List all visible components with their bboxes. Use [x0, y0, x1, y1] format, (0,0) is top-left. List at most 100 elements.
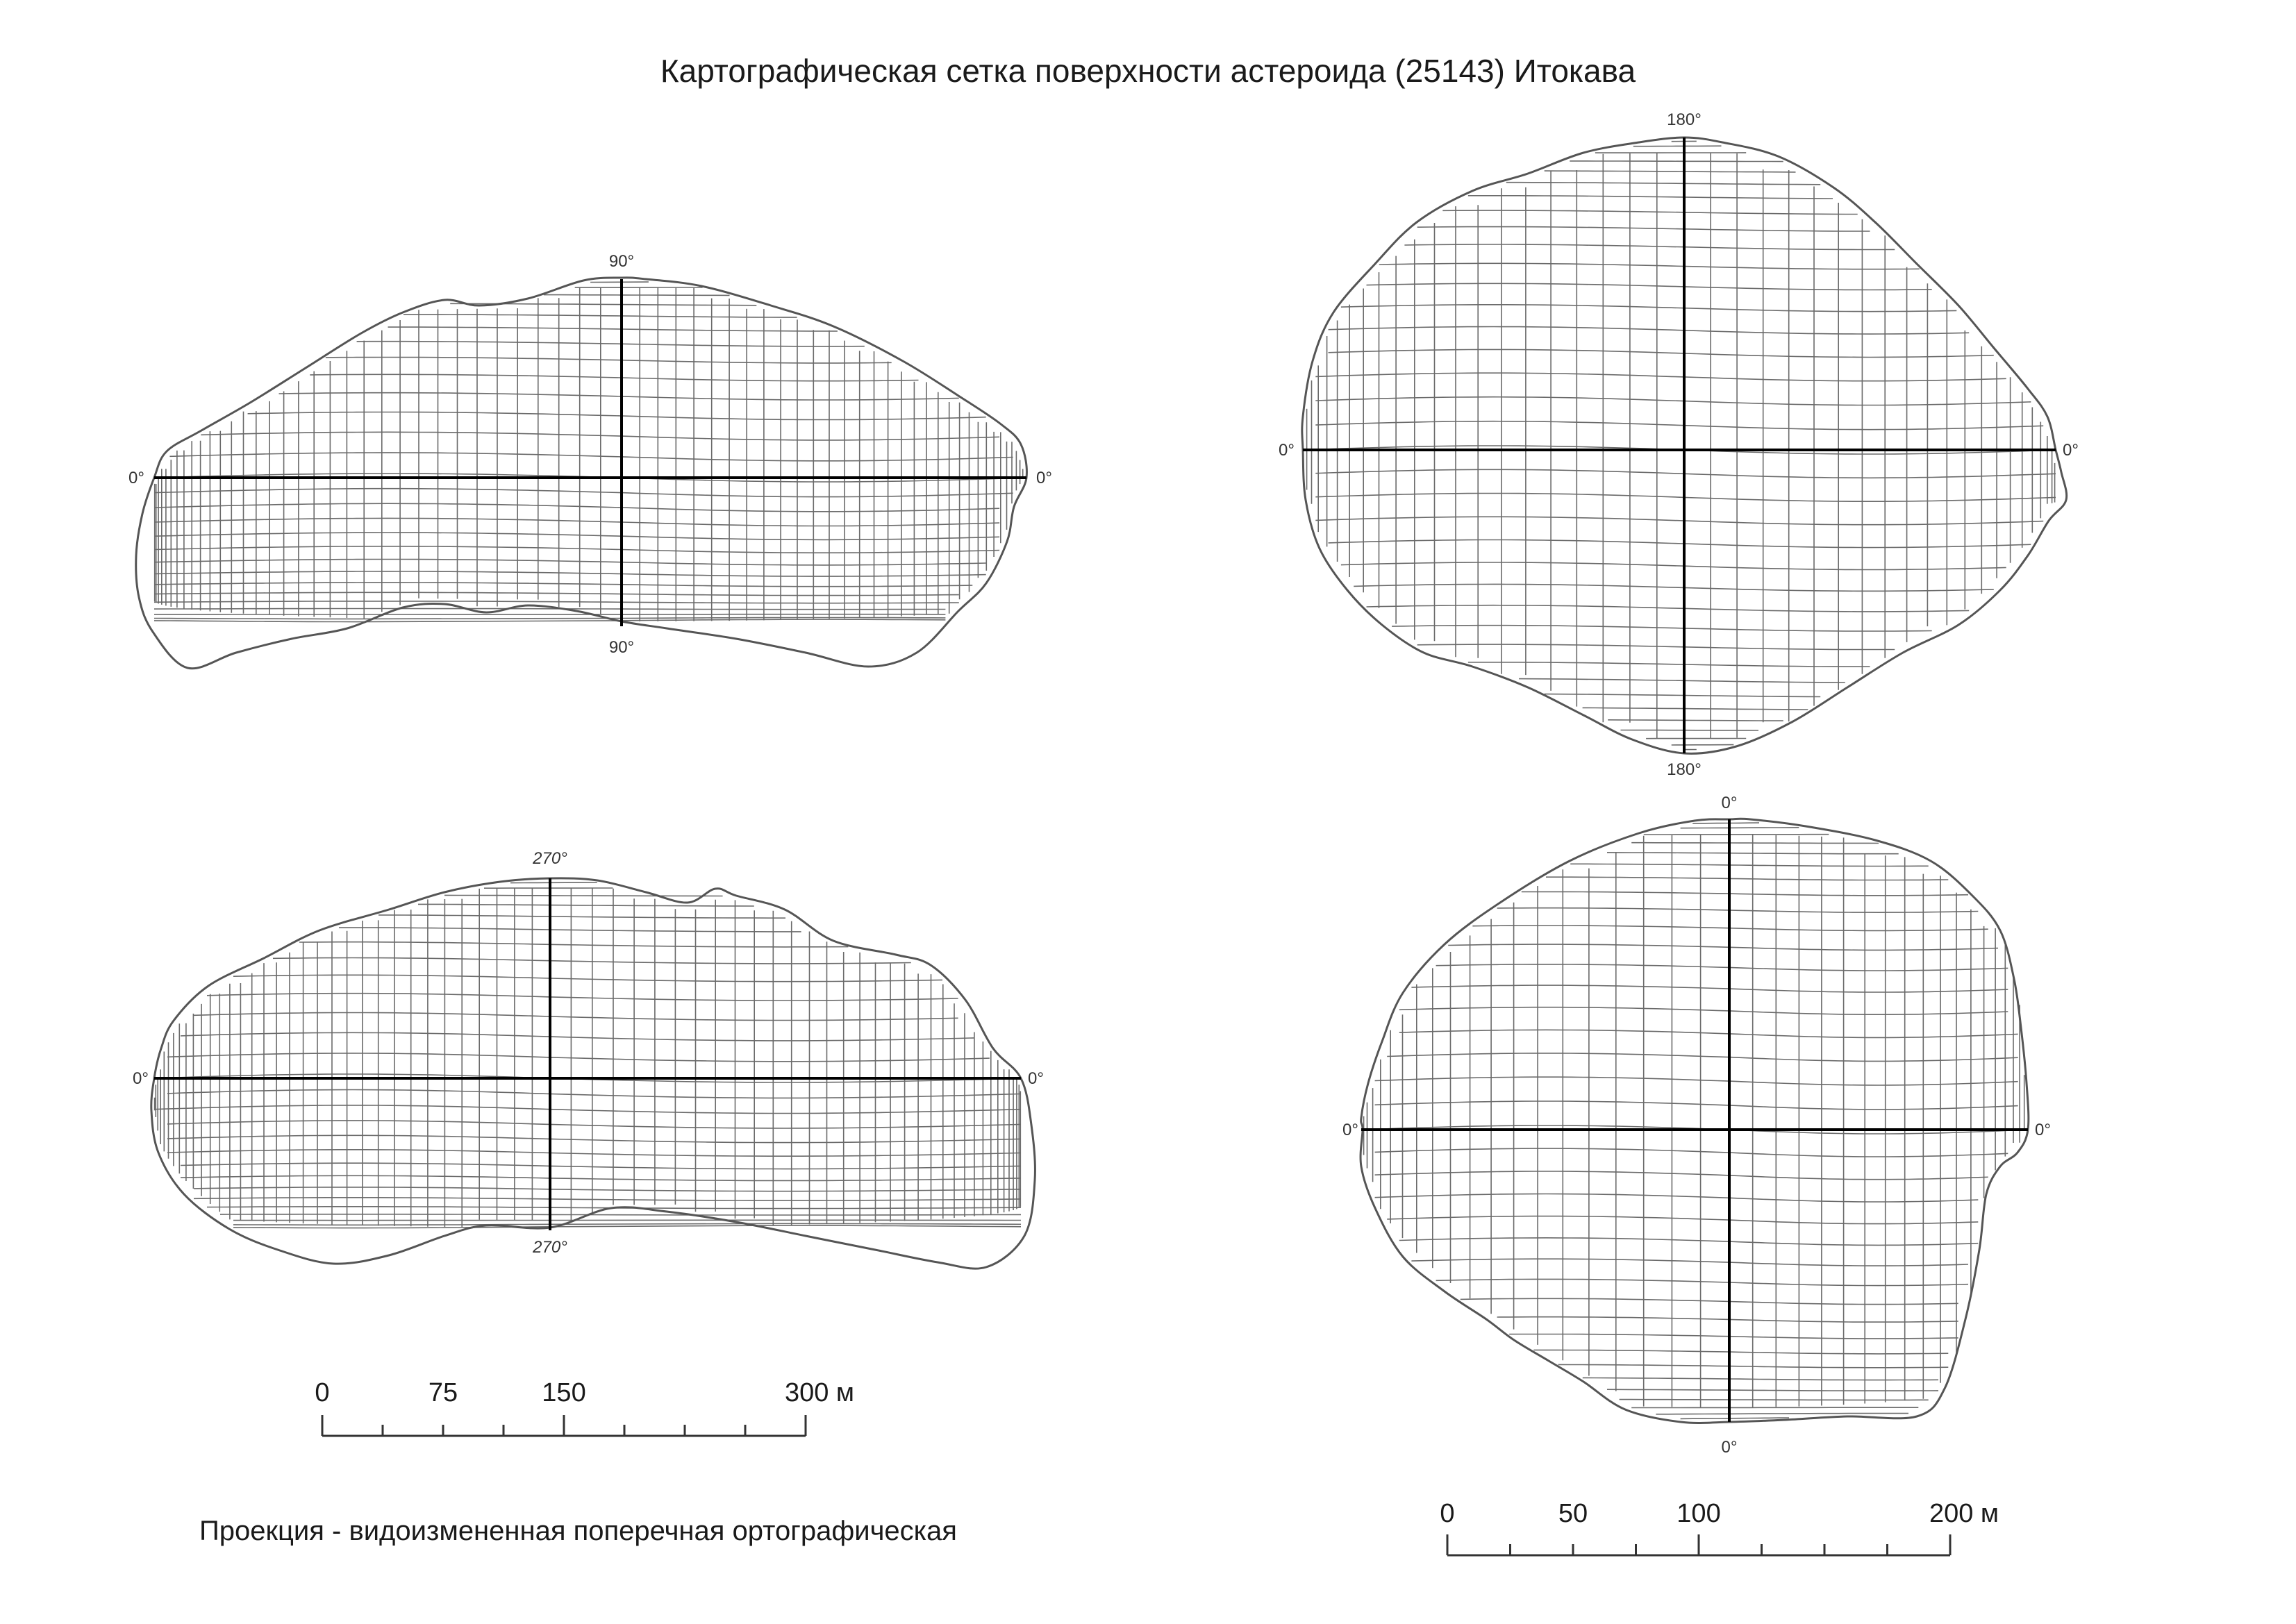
scale-bar-right: 0 50 100 200 м: [1440, 1499, 1999, 1557]
label-left: 0°: [1279, 441, 1295, 460]
parallel-grid-line: [180, 1175, 1022, 1182]
parallel-grid-line: [418, 903, 754, 907]
label-left: 0°: [133, 1069, 149, 1088]
parallel-grid-line: [1519, 678, 1845, 683]
scale-label: 50: [1558, 1499, 1588, 1528]
parallel-grid-line: [1328, 349, 1994, 358]
parallel-grid-line: [450, 303, 757, 306]
scale-label: 300 м: [785, 1378, 854, 1407]
parallel-grid-line: [1374, 1076, 2018, 1086]
parallel-grid-line: [153, 619, 946, 623]
parallel-grid-line: [1608, 719, 1783, 721]
parallel-grid-line: [1387, 1215, 1979, 1225]
parallel-grid-line: [153, 532, 1000, 541]
parallel-grid-line: [339, 927, 801, 932]
parallel-grid-line: [153, 617, 946, 620]
parallel-grid-line: [206, 1206, 1022, 1209]
parallel-grid-line: [180, 1162, 1022, 1170]
parallel-grid-line: [378, 914, 785, 919]
parallel-grid-line: [1340, 303, 1957, 312]
parallel-grid-line: [1417, 226, 1870, 232]
parallel-grid-line: [1582, 1377, 1939, 1381]
view-bottom-left: 270° 270° 0° 0°: [133, 849, 1044, 1270]
parallel-grid-line: [1315, 492, 2056, 503]
parallel-grid-line: [543, 294, 730, 296]
parallel-grid-line: [167, 1135, 1022, 1144]
parallel-grid-line: [219, 1214, 1022, 1216]
parallel-grid-line: [1328, 326, 1970, 335]
asteroid-outline: [150, 877, 1036, 1270]
view-bottom-right: 0° 0° 0° 0°: [1342, 794, 2051, 1457]
parallel-grid-line: [1544, 170, 1796, 173]
parallel-grid-line: [1509, 1333, 1958, 1339]
parallel-grid-line: [1620, 729, 1759, 731]
parallel-grid-line: [1366, 604, 1970, 612]
parallel-grid-line: [356, 340, 865, 347]
parallel-grid-line: [1570, 863, 1929, 867]
scale-label: 150: [542, 1378, 585, 1407]
parallel-grid-line: [272, 957, 911, 964]
parallel-grid-line: [1417, 644, 1895, 651]
parallel-grid-line: [1460, 1298, 1958, 1305]
parallel-grid-line: [206, 992, 958, 1001]
parallel-grid-line: [310, 374, 919, 382]
scale-label: 75: [429, 1378, 458, 1407]
view-top-left: 90° 90° 0° 0°: [128, 252, 1052, 670]
parallel-grid-line: [1315, 396, 2031, 406]
parallel-grid-line: [233, 974, 943, 982]
parallel-grid-line: [1399, 1006, 2008, 1015]
parallel-grid-line: [153, 517, 1000, 527]
label-bottom: 0°: [1722, 1438, 1738, 1457]
parallel-grid-line: [1633, 145, 1722, 147]
projection-note: Проекция - видоизмененная поперечная орт…: [199, 1516, 957, 1546]
graticule-mesh: [1306, 140, 2056, 751]
parallel-grid-line: [167, 1053, 990, 1062]
parallel-grid-line: [299, 941, 849, 948]
label-bottom: 180°: [1667, 760, 1702, 779]
parallel-grid-line: [1606, 1389, 1939, 1391]
parallel-grid-line: [510, 882, 597, 884]
scale-label: 0: [1440, 1499, 1454, 1528]
label-right: 0°: [1036, 469, 1052, 487]
parallel-grid-line: [233, 1223, 1022, 1226]
parallel-grid-line: [193, 1012, 958, 1021]
label-right: 0°: [2035, 1121, 2051, 1139]
parallel-grid-line: [403, 313, 797, 318]
parallel-grid-line: [1467, 194, 1833, 199]
parallel-grid-line: [167, 1149, 1022, 1157]
parallel-grid-line: [1315, 420, 2044, 430]
parallel-grid-line: [153, 571, 986, 577]
parallel-grid-line: [1315, 516, 2044, 526]
parallel-grid-line: [1315, 469, 2056, 479]
view-top-right: 180° 180° 0° 0°: [1279, 110, 2079, 779]
parallel-grid-line: [1387, 1053, 2018, 1062]
parallel-grid-line: [1544, 693, 1821, 698]
parallel-grid-line: [1436, 964, 2008, 971]
parallel-grid-line: [1328, 539, 2031, 549]
label-bottom: 270°: [532, 1238, 567, 1257]
parallel-grid-line: [1392, 624, 1932, 632]
parallel-grid-line: [180, 1032, 974, 1041]
parallel-grid-line: [153, 503, 1000, 512]
label-bottom: 90°: [609, 638, 634, 657]
parallel-grid-line: [1582, 707, 1808, 710]
label-top: 0°: [1722, 794, 1738, 812]
graticule-mesh: [153, 281, 1024, 623]
label-top: 270°: [532, 849, 567, 868]
parallel-grid-line: [1379, 262, 1920, 270]
parallel-grid-line: [1374, 1193, 1979, 1203]
parallel-grid-line: [167, 1089, 1022, 1099]
asteroid-outline: [135, 276, 1028, 670]
parallel-grid-line: [1399, 1237, 1979, 1246]
parallel-grid-line: [153, 601, 959, 604]
parallel-grid-line: [1533, 1349, 1949, 1355]
parallel-grid-line: [1315, 372, 2006, 382]
parallel-grid-line: [153, 558, 986, 566]
parallel-grid-line: [1411, 985, 2008, 993]
label-right: 0°: [2063, 441, 2079, 460]
scale-label: 200 м: [1929, 1499, 1999, 1528]
label-left: 0°: [128, 469, 144, 487]
parallel-grid-line: [1340, 562, 2006, 571]
asteroid-outline: [1301, 136, 2068, 755]
